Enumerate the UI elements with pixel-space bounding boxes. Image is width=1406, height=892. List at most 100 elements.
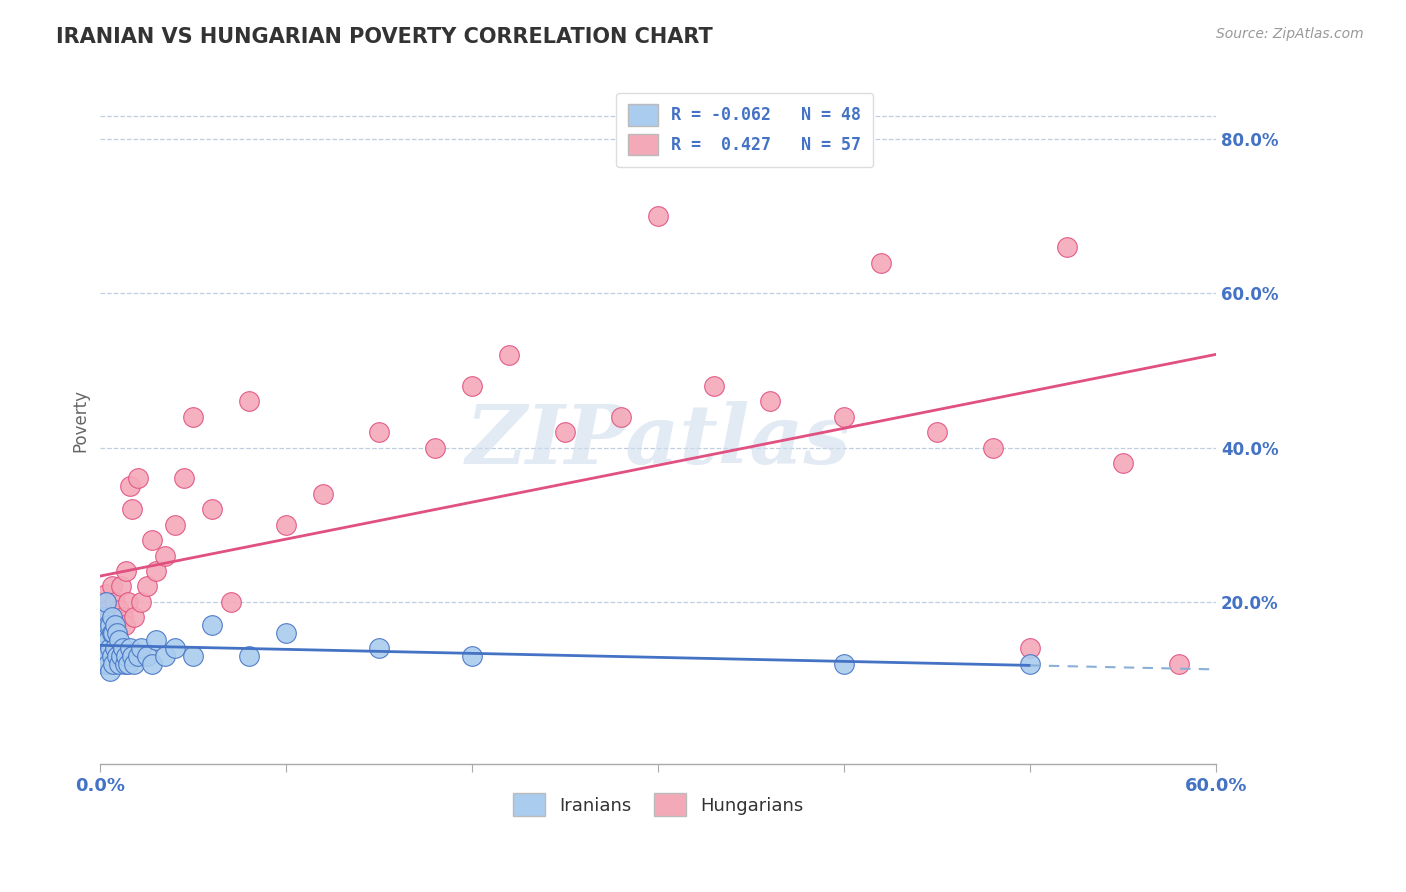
Point — [93, 610, 115, 624]
Point — [127, 471, 149, 485]
Point — [141, 533, 163, 548]
Point — [91, 641, 114, 656]
Point — [97, 618, 120, 632]
Point — [145, 564, 167, 578]
Text: Source: ZipAtlas.com: Source: ZipAtlas.com — [1216, 27, 1364, 41]
Text: IRANIAN VS HUNGARIAN POVERTY CORRELATION CHART: IRANIAN VS HUNGARIAN POVERTY CORRELATION… — [56, 27, 713, 46]
Point — [554, 425, 576, 440]
Point — [703, 379, 725, 393]
Point — [461, 379, 484, 393]
Point — [181, 409, 204, 424]
Point — [122, 657, 145, 671]
Point — [93, 610, 115, 624]
Point — [927, 425, 949, 440]
Point — [276, 625, 298, 640]
Point — [145, 633, 167, 648]
Point — [114, 657, 136, 671]
Point — [103, 625, 125, 640]
Point — [111, 610, 134, 624]
Point — [115, 648, 138, 663]
Point — [93, 633, 115, 648]
Point — [111, 641, 134, 656]
Point — [238, 648, 260, 663]
Point — [97, 602, 120, 616]
Point — [870, 255, 893, 269]
Point — [103, 610, 125, 624]
Point — [94, 648, 117, 663]
Point — [100, 579, 122, 593]
Point — [461, 648, 484, 663]
Point — [312, 487, 335, 501]
Point — [201, 618, 224, 632]
Point — [181, 648, 204, 663]
Point — [94, 657, 117, 671]
Point — [93, 657, 115, 671]
Point — [114, 618, 136, 632]
Point — [108, 633, 131, 648]
Point — [98, 618, 121, 632]
Point — [122, 610, 145, 624]
Point — [105, 625, 128, 640]
Point — [110, 648, 132, 663]
Point — [173, 471, 195, 485]
Point — [129, 595, 152, 609]
Legend: Iranians, Hungarians: Iranians, Hungarians — [505, 786, 811, 823]
Point — [163, 517, 186, 532]
Point — [97, 633, 120, 648]
Point — [105, 648, 128, 663]
Point — [108, 602, 131, 616]
Point — [423, 441, 446, 455]
Point — [155, 549, 177, 563]
Point — [758, 394, 780, 409]
Point — [647, 209, 669, 223]
Point — [498, 348, 520, 362]
Point — [127, 648, 149, 663]
Point — [104, 641, 127, 656]
Point — [94, 625, 117, 640]
Text: ZIPatlas: ZIPatlas — [465, 401, 851, 481]
Point — [98, 648, 121, 663]
Point — [104, 641, 127, 656]
Point — [368, 641, 391, 656]
Point — [155, 648, 177, 663]
Point — [91, 625, 114, 640]
Point — [135, 579, 157, 593]
Point — [129, 641, 152, 656]
Point — [610, 409, 633, 424]
Point — [276, 517, 298, 532]
Point — [163, 641, 186, 656]
Point — [98, 641, 121, 656]
Point — [117, 657, 139, 671]
Point — [219, 595, 242, 609]
Point — [115, 564, 138, 578]
Point — [141, 657, 163, 671]
Point — [104, 618, 127, 632]
Point — [94, 625, 117, 640]
Point — [135, 648, 157, 663]
Point — [97, 657, 120, 671]
Point — [832, 657, 855, 671]
Point — [120, 641, 142, 656]
Point — [238, 394, 260, 409]
Point — [105, 625, 128, 640]
Point — [1112, 456, 1135, 470]
Point — [981, 441, 1004, 455]
Point — [100, 625, 122, 640]
Point — [110, 579, 132, 593]
Point — [98, 618, 121, 632]
Point — [120, 479, 142, 493]
Point — [94, 587, 117, 601]
Point — [93, 641, 115, 656]
Point — [97, 633, 120, 648]
Point — [121, 502, 143, 516]
Point — [91, 595, 114, 609]
Point — [1167, 657, 1189, 671]
Point — [94, 595, 117, 609]
Point — [1019, 641, 1042, 656]
Point — [1056, 240, 1078, 254]
Point — [368, 425, 391, 440]
Y-axis label: Poverty: Poverty — [72, 389, 89, 452]
Point — [91, 625, 114, 640]
Point — [1019, 657, 1042, 671]
Point — [121, 648, 143, 663]
